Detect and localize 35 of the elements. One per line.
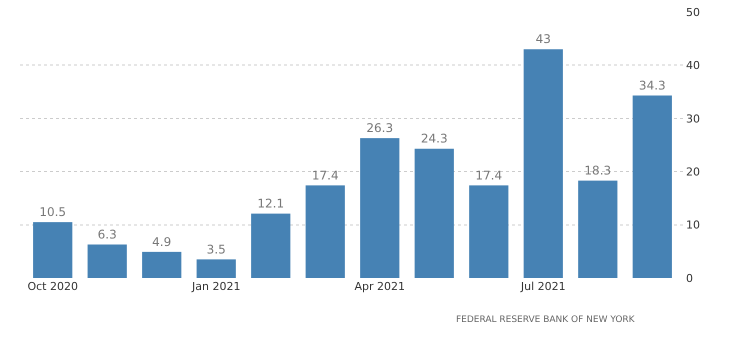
bar [88, 244, 127, 278]
y-tick-label: 0 [686, 272, 693, 285]
data-label: 4.9 [152, 234, 172, 249]
bar [469, 185, 508, 278]
data-label: 26.3 [366, 121, 394, 136]
x-tick-label: Apr 2021 [354, 280, 406, 293]
x-tick-label: Jul 2021 [520, 280, 566, 293]
bar [632, 96, 672, 278]
y-tick-label: 30 [686, 112, 700, 126]
y-tick-label: 50 [686, 6, 700, 19]
data-label: 18.3 [584, 164, 612, 178]
bar [578, 180, 618, 278]
bar [524, 49, 563, 278]
bar [360, 138, 400, 278]
y-tick-label: 10 [686, 218, 700, 232]
text: FEDERAL RESERVE BANK OF NEW YORK [456, 315, 636, 325]
bar [306, 185, 345, 278]
data-label: 10.5 [39, 205, 66, 220]
x-tick-label: Jan 2021 [191, 280, 240, 293]
x-tick-label: Oct 2020 [27, 280, 78, 293]
data-label: 17.4 [312, 168, 339, 182]
y-tick-label: 40 [686, 59, 700, 72]
data-label: 6.3 [98, 227, 117, 242]
data-label: 24.3 [420, 132, 448, 146]
data-label: 12.1 [257, 196, 284, 211]
data-label: 17.4 [475, 168, 502, 182]
bar [414, 148, 454, 278]
data-label: 3.5 [206, 242, 226, 256]
bar [251, 214, 290, 278]
bar [196, 259, 236, 278]
bar [142, 252, 182, 278]
data-label: 43 [536, 32, 551, 46]
y-tick-label: 20 [686, 165, 700, 178]
bar [33, 222, 72, 278]
data-label: 34.3 [638, 78, 666, 93]
